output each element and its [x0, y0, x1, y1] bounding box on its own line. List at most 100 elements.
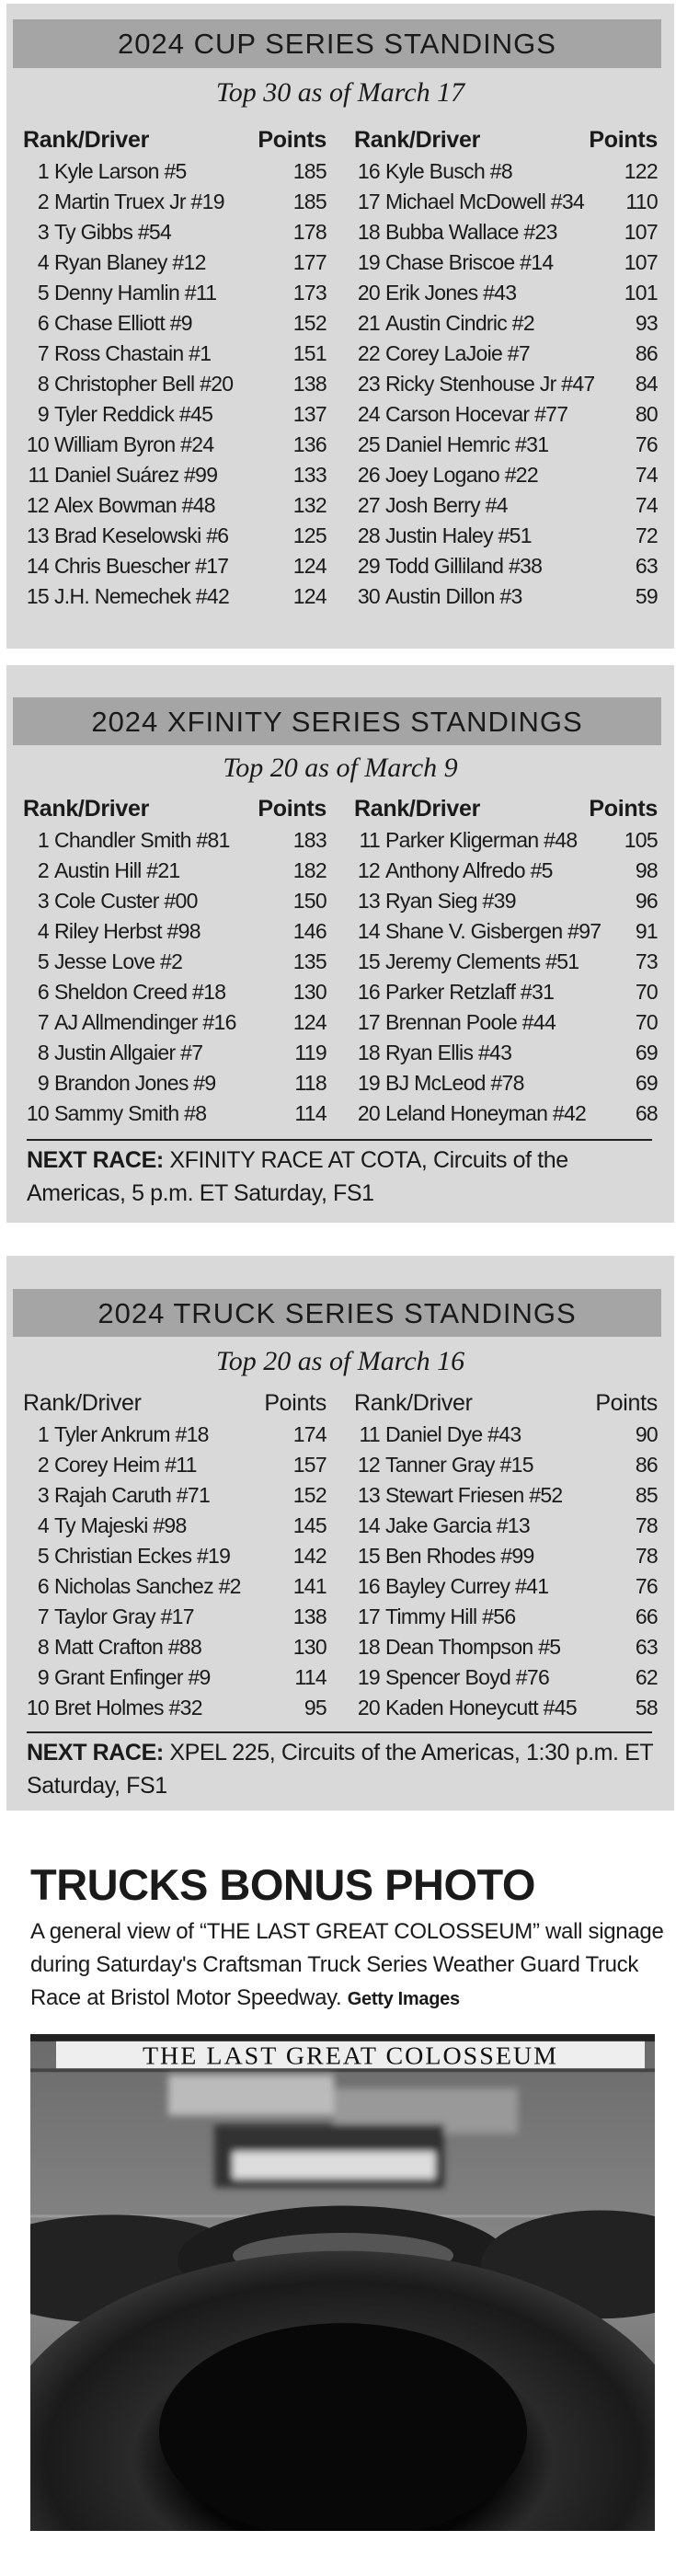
points: 137 — [292, 402, 327, 426]
driver-name: Austin Dillon #3 — [385, 584, 522, 608]
points: 73 — [635, 949, 659, 973]
driver-name: Brennan Poole #44 — [385, 1010, 556, 1034]
driver-name: Erik Jones #43 — [385, 281, 517, 305]
rank: 18 — [357, 1041, 381, 1064]
standings-row: 16 Kyle Busch #8 122 — [354, 156, 659, 187]
driver-name: Ryan Ellis #43 — [385, 1041, 512, 1064]
driver-header: Rank/Driver — [23, 127, 150, 153]
rank: 20 — [357, 281, 381, 305]
driver-name: Riley Herbst #98 — [54, 919, 201, 943]
truck-right-column: Rank/Driver Points 11 Daniel Dye #43 90 12 Ta… — [354, 1386, 659, 1723]
points: 146 — [292, 919, 327, 943]
xfinity-right-column: Rank/Driver Points 11 Parker Kligerman #48… — [354, 792, 659, 1129]
points: 185 — [292, 190, 327, 213]
points: 105 — [624, 828, 659, 852]
points: 122 — [624, 159, 659, 183]
rank: 29 — [357, 554, 381, 578]
rank: 14 — [357, 1513, 381, 1537]
driver-name: Leland Honeyman #42 — [385, 1101, 587, 1125]
points: 135 — [292, 949, 327, 973]
rank: 6 — [37, 980, 50, 1004]
driver-name: Martin Truex Jr #19 — [54, 190, 225, 213]
rank: 15 — [26, 584, 50, 608]
standings-row: 18 Dean Thompson #5 63 — [354, 1632, 659, 1662]
driver-name: Justin Haley #51 — [385, 523, 533, 547]
rank: 9 — [37, 1665, 50, 1689]
next-race-details: XFINITY RACE AT COTA, Circuits of the Am… — [27, 1147, 568, 1206]
rank: 8 — [37, 1041, 50, 1064]
standings-row: 2 Corey Heim #11 157 — [23, 1450, 327, 1480]
driver-name: Spencer Boyd #76 — [385, 1665, 550, 1689]
driver-name: Chase Elliott #9 — [54, 311, 193, 335]
truck-standings-subtitle: Top 20 as of March 16 — [215, 1346, 465, 1376]
standings-row: 14 Chris Buescher #17 124 — [23, 551, 327, 581]
rank: 6 — [37, 311, 50, 335]
points: 72 — [635, 523, 659, 547]
driver-name: Kyle Busch #8 — [385, 159, 513, 183]
standings-row: 10 Sammy Smith #8 114 — [23, 1098, 327, 1129]
rank: 18 — [357, 220, 381, 244]
points: 125 — [292, 523, 327, 547]
colosseum-sign: THE LAST GREAT COLOSSEUM — [143, 2042, 558, 2071]
driver-name: Timmy Hill #56 — [385, 1604, 516, 1628]
rank: 15 — [357, 1544, 381, 1568]
rank: 5 — [37, 949, 50, 973]
standings-row: 5 Jesse Love #2 135 — [23, 947, 327, 977]
points: 114 — [294, 1101, 327, 1125]
driver-name: Dean Thompson #5 — [385, 1635, 561, 1659]
rank: 11 — [28, 463, 50, 487]
standings-row: 9 Grant Enfinger #9 114 — [23, 1662, 327, 1693]
driver-name: Josh Berry #4 — [385, 493, 509, 517]
rank: 8 — [37, 1635, 50, 1659]
standings-row: 7 AJ Allmendinger #16 124 — [23, 1007, 327, 1038]
standings-row: 8 Justin Allgaier #7 119 — [23, 1038, 327, 1068]
rank: 19 — [357, 1071, 381, 1095]
rank: 17 — [357, 190, 381, 213]
standings-row: 22 Corey LaJoie #7 86 — [354, 339, 659, 369]
points: 133 — [292, 463, 327, 487]
points: 62 — [635, 1665, 659, 1689]
rank: 30 — [357, 584, 381, 608]
standings-row: 18 Ryan Ellis #43 69 — [354, 1038, 659, 1068]
points: 95 — [304, 1696, 327, 1719]
standings-row: 5 Denny Hamlin #11 173 — [23, 278, 327, 308]
driver-name: BJ McLeod #78 — [385, 1071, 524, 1095]
cup-standings-title: 2024 CUP SERIES STANDINGS — [13, 19, 661, 68]
driver-name: J.H. Nemechek #42 — [54, 584, 230, 608]
driver-name: Bayley Currey #41 — [385, 1574, 549, 1598]
points: 76 — [635, 1574, 659, 1598]
rank: 10 — [26, 1696, 50, 1719]
driver-name: Daniel Hemric #31 — [385, 432, 549, 456]
points: 63 — [635, 554, 659, 578]
rank: 12 — [357, 1453, 381, 1477]
rank: 4 — [37, 250, 50, 274]
driver-name: Ryan Blaney #12 — [54, 250, 206, 274]
standings-row: 1 Tyler Ankrum #18 174 — [23, 1420, 327, 1450]
points: 138 — [292, 1604, 327, 1628]
rank: 13 — [357, 1483, 381, 1507]
points: 58 — [635, 1696, 659, 1719]
rank: 19 — [357, 1665, 381, 1689]
standings-row: 16 Bayley Currey #41 76 — [354, 1571, 659, 1602]
standings-row: 27 Josh Berry #4 74 — [354, 490, 659, 521]
points: 183 — [292, 828, 327, 852]
driver-name: Justin Allgaier #7 — [54, 1041, 203, 1064]
rank: 20 — [357, 1101, 381, 1125]
rank: 1 — [37, 828, 50, 852]
driver-name: Kaden Honeycutt #45 — [385, 1696, 578, 1719]
points: 90 — [635, 1422, 659, 1446]
rank: 10 — [26, 1101, 50, 1125]
standings-row: 13 Ryan Sieg #39 96 — [354, 886, 659, 916]
standings-row: 16 Parker Retzlaff #31 70 — [354, 977, 659, 1007]
points: 110 — [625, 190, 658, 213]
driver-header: Rank/Driver — [354, 796, 481, 822]
points: 91 — [635, 919, 659, 943]
standings-row: 8 Christopher Bell #20 138 — [23, 369, 327, 399]
points: 80 — [635, 402, 659, 426]
standings-row: 11 Parker Kligerman #48 105 — [354, 825, 659, 856]
rank: 7 — [37, 1604, 50, 1628]
points: 101 — [624, 281, 659, 305]
rank: 11 — [359, 1422, 381, 1446]
standings-row: 19 Chase Briscoe #14 107 — [354, 247, 659, 278]
standings-row: 9 Tyler Reddick #45 137 — [23, 399, 327, 430]
